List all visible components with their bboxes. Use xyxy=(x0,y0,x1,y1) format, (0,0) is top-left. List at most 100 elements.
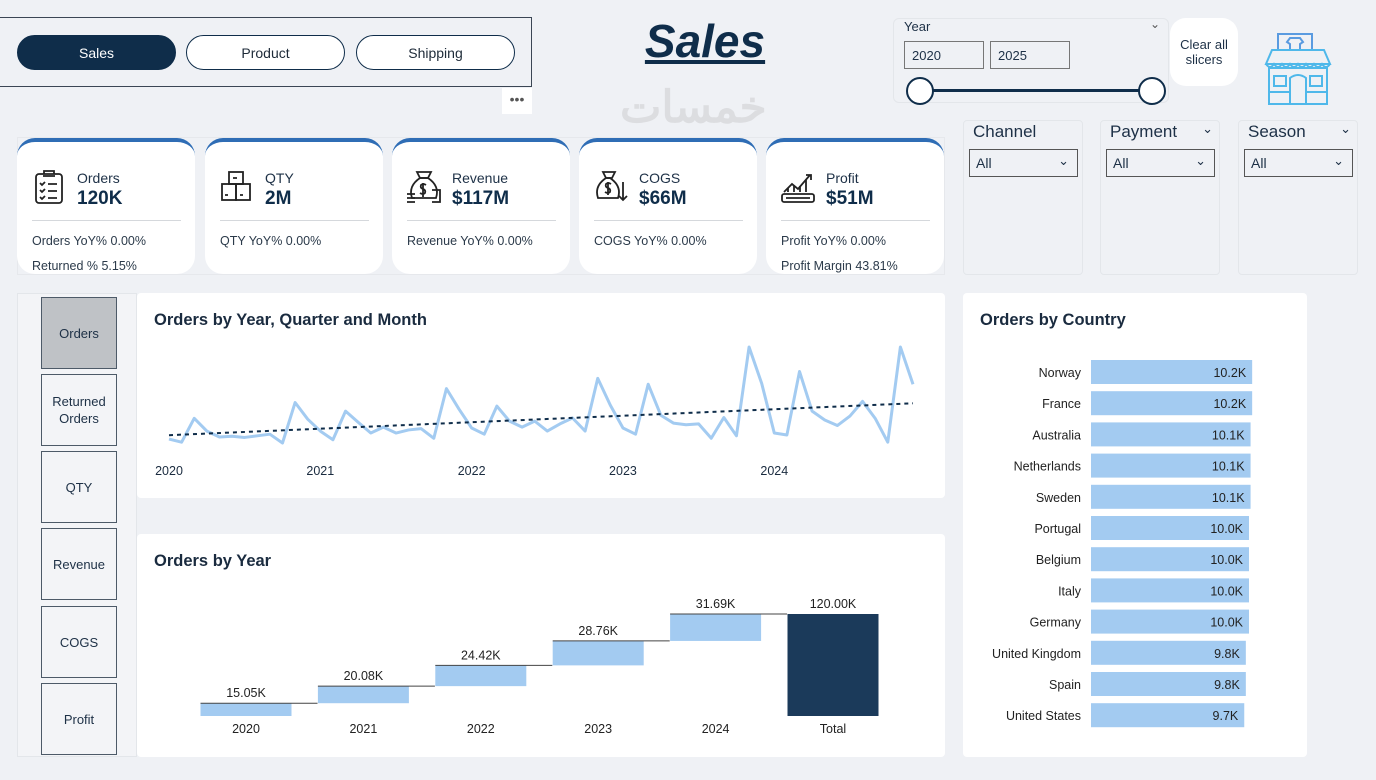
year-from-input[interactable]: 2020 xyxy=(904,41,984,69)
tab-sales[interactable]: Sales xyxy=(17,35,176,70)
year-to-input[interactable]: 2025 xyxy=(990,41,1070,69)
kpi-name: COGS xyxy=(639,170,681,186)
slicer-dropdown[interactable]: All ⌄ xyxy=(969,149,1078,177)
country-bar xyxy=(1091,360,1253,384)
metric-button-profit[interactable]: Profit xyxy=(41,683,117,755)
kpi-yoy: QTY YoY% 0.00% xyxy=(220,234,322,248)
kpi-name: Orders xyxy=(77,170,120,186)
slicer-dropdown[interactable]: All ⌄ xyxy=(1106,149,1215,177)
more-options-button[interactable]: ••• xyxy=(502,88,532,114)
divider xyxy=(32,220,181,221)
tab-product[interactable]: Product xyxy=(186,35,345,70)
data-label: 28.76K xyxy=(578,624,618,638)
slicer-dropdown[interactable]: All ⌄ xyxy=(1244,149,1353,177)
country-label: Belgium xyxy=(1036,553,1081,567)
orders-by-country-panel: Orders by Country Norway 10.2K France 10.2K… xyxy=(963,293,1307,757)
data-label: 10.1K xyxy=(1212,491,1245,505)
country-label: Australia xyxy=(1032,428,1081,442)
country-label: Portugal xyxy=(1034,522,1081,536)
data-label: 10.2K xyxy=(1213,366,1246,380)
slicer-value: All xyxy=(1113,155,1129,171)
metric-button-orders[interactable]: Orders xyxy=(41,297,117,369)
category-label: 2020 xyxy=(232,722,260,736)
data-label: 10.0K xyxy=(1210,616,1243,630)
slicer-payment: Payment ⌄ All ⌄ xyxy=(1100,120,1220,275)
slicer-label: Channel xyxy=(973,122,1037,141)
x-tick-label: 2023 xyxy=(609,464,637,478)
data-label: 10.0K xyxy=(1210,584,1243,598)
chart-title: Orders by Year, Quarter and Month xyxy=(154,311,427,329)
trend-line xyxy=(168,402,914,437)
waterfall-bar xyxy=(787,614,879,716)
kpi-yoy: Revenue YoY% 0.00% xyxy=(407,234,533,248)
data-label: 120.00K xyxy=(810,597,857,611)
country-bar xyxy=(1091,484,1251,509)
money-bag-down-icon xyxy=(596,171,628,202)
divider xyxy=(781,220,930,221)
year-slider-track[interactable] xyxy=(920,89,1152,92)
metric-button-revenue[interactable]: Revenue xyxy=(41,528,117,600)
store-icon xyxy=(1264,32,1332,106)
data-label: 10.0K xyxy=(1210,522,1243,536)
slicer-channel: Channel All ⌄ xyxy=(963,120,1083,275)
data-label: 10.2K xyxy=(1213,397,1246,411)
kpi-name: QTY xyxy=(265,170,294,186)
country-label: United States xyxy=(1006,709,1081,723)
clipboard-checklist-icon xyxy=(35,170,63,204)
watermark: خمسات xyxy=(620,83,767,132)
slicer-value: All xyxy=(1251,155,1267,171)
data-label: 31.69K xyxy=(696,597,736,611)
slicer-value: All xyxy=(976,155,992,171)
country-bar xyxy=(1091,672,1246,696)
metric-button-returned-orders[interactable]: Returned Orders xyxy=(41,374,117,446)
kpi-card-revenue: Revenue $117M Revenue YoY% 0.00% xyxy=(392,138,570,274)
boxes-icon xyxy=(221,171,251,201)
data-label: 24.42K xyxy=(461,648,501,662)
country-label: United Kingdom xyxy=(992,647,1081,661)
country-bar xyxy=(1091,547,1249,572)
chevron-down-icon: ⌄ xyxy=(1195,153,1206,168)
country-label: Germany xyxy=(1030,616,1082,630)
kpi-card-orders: Orders 120K Orders YoY% 0.00% Returned %… xyxy=(17,138,195,274)
metric-button-cogs[interactable]: COGS xyxy=(41,606,117,678)
tab-shipping[interactable]: Shipping xyxy=(356,35,515,70)
data-label: 10.1K xyxy=(1212,460,1245,474)
kpi-card-profit: Profit $51M Profit YoY% 0.00% Profit Mar… xyxy=(766,138,944,274)
country-label: Sweden xyxy=(1036,491,1081,505)
country-bar xyxy=(1091,640,1246,665)
category-label: 2021 xyxy=(349,722,377,736)
kpi-card-cogs: COGS $66M COGS YoY% 0.00% xyxy=(579,138,757,274)
waterfall-bar xyxy=(200,703,292,716)
chart-title: Orders by Country xyxy=(980,311,1126,329)
metric-button-qty[interactable]: QTY xyxy=(41,451,117,523)
year-slider-end-handle[interactable] xyxy=(1138,77,1166,105)
year-slicer: Year ⌄ 2020 2025 xyxy=(893,17,1169,105)
data-label: 9.8K xyxy=(1214,647,1240,661)
data-label: 9.8K xyxy=(1214,678,1240,692)
chevron-down-icon[interactable]: ⌄ xyxy=(1149,17,1160,31)
page-title: Sales xyxy=(644,15,766,67)
country-label: Spain xyxy=(1049,678,1081,692)
category-label: Total xyxy=(820,722,846,736)
year-slider-start-handle[interactable] xyxy=(906,77,934,105)
kpi-value: 2M xyxy=(265,188,292,209)
data-label: 15.05K xyxy=(226,686,266,700)
chevron-down-icon[interactable]: ⌄ xyxy=(1340,121,1351,136)
orders-country-bar-chart: Norway 10.2K France 10.2K Australia 10.1K Neth… xyxy=(992,360,1253,728)
chevron-down-icon[interactable]: ⌄ xyxy=(1202,121,1213,136)
clear-all-slicers-button[interactable]: Clear all slicers xyxy=(1170,18,1238,86)
data-label: 9.7K xyxy=(1213,709,1239,723)
country-bar xyxy=(1091,391,1253,416)
country-label: Italy xyxy=(1058,584,1082,598)
waterfall-bar xyxy=(435,665,527,687)
x-tick-label: 2021 xyxy=(306,464,334,478)
country-bar xyxy=(1091,703,1245,728)
orders-line-chart: 2020 2021 2022 2023 2024 xyxy=(155,345,915,478)
money-bag-icon xyxy=(407,171,441,203)
chart-title: Orders by Year xyxy=(154,552,272,570)
country-bar xyxy=(1091,453,1251,478)
slicer-label: Season xyxy=(1248,122,1306,141)
country-label: France xyxy=(1042,397,1081,411)
x-tick-label: 2020 xyxy=(155,464,183,478)
category-label: 2023 xyxy=(584,722,612,736)
